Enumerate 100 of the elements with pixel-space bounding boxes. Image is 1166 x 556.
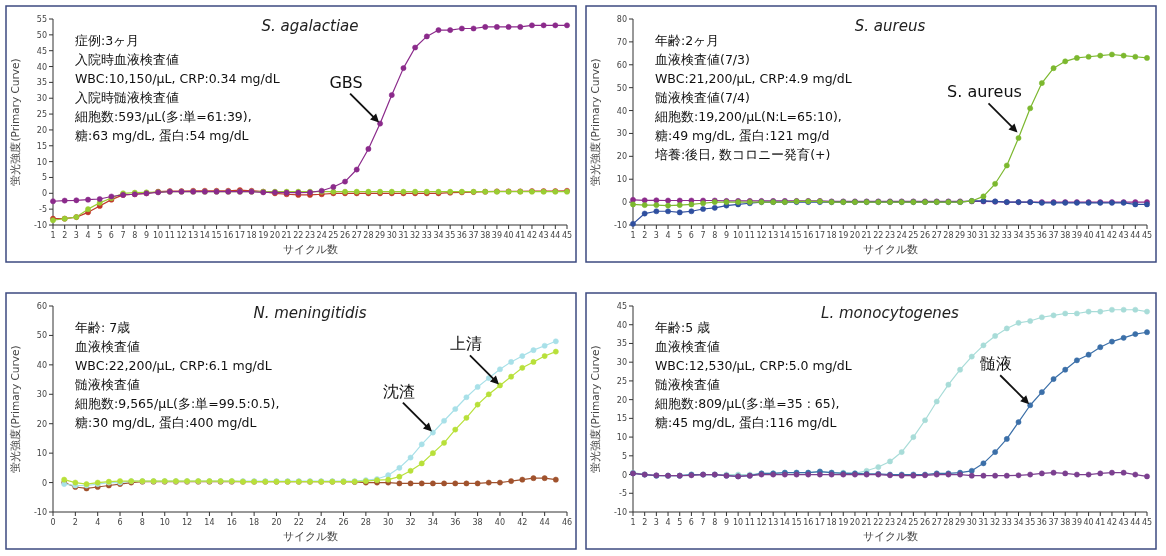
x-tick-label: 42 <box>1106 518 1118 527</box>
x-tick-label: 46 <box>561 518 573 527</box>
y-tick-label: 45 <box>36 46 47 56</box>
x-tick-label: 41 <box>1095 518 1106 527</box>
x-tick-label: 43 <box>1118 518 1129 527</box>
x-tick-label: 18 <box>826 231 837 240</box>
x-tick-label: 16 <box>223 231 234 240</box>
x-tick-label: 31 <box>398 231 409 240</box>
x-tick-label: 7 <box>700 231 706 240</box>
y-tick-label: 40 <box>36 62 47 72</box>
annotation: 細胞数:809/μL(多:単=35 : 65), <box>654 396 840 411</box>
annotation: 沈渣 <box>382 381 415 401</box>
y-tick-label: 70 <box>616 37 627 47</box>
x-tick-label: 39 <box>491 231 502 240</box>
x-tick-label: 26 <box>339 231 351 240</box>
x-tick-label: 32 <box>410 231 421 240</box>
x-tick-label: 14 <box>199 231 210 240</box>
x-tick-label: 10 <box>733 518 744 527</box>
annotation: S. aureus <box>947 82 1022 102</box>
x-tick-label: 21 <box>861 231 872 240</box>
x-tick-label: 39 <box>1071 231 1082 240</box>
x-tick-label: 13 <box>768 518 779 527</box>
chart-title: L. monocytogenes <box>821 304 960 322</box>
x-tick-label: 42 <box>1106 231 1118 240</box>
x-tick-label: 30 <box>966 518 977 527</box>
y-tick-label: 20 <box>36 125 47 135</box>
x-tick-label: 12 <box>176 231 187 240</box>
x-axis-title: サイクル数 <box>862 530 918 543</box>
x-tick-label: 19 <box>838 231 849 240</box>
annotation: 血液検査値(7/3) <box>655 52 750 67</box>
y-tick-label: 25 <box>36 110 47 120</box>
x-tick-label: 17 <box>814 518 825 527</box>
x-tick-label: 28 <box>943 518 954 527</box>
x-tick-label: 36 <box>456 231 467 240</box>
x-tick-label: 27 <box>931 518 942 527</box>
annotation: 入院時髄液検査値 <box>75 90 179 105</box>
x-tick-label: 5 <box>677 518 683 527</box>
x-tick-label: 11 <box>744 518 755 527</box>
x-tick-label: 35 <box>1025 518 1036 527</box>
x-tick-label: 10 <box>159 518 170 527</box>
x-tick-label: 3 <box>653 518 659 527</box>
x-tick-label: 32 <box>405 518 416 527</box>
x-tick-label: 2 <box>642 518 648 527</box>
x-tick-label: 0 <box>50 518 56 527</box>
x-tick-label: 30 <box>966 231 977 240</box>
x-tick-label: 4 <box>665 231 671 240</box>
x-tick-label: 22 <box>873 231 884 240</box>
x-tick-label: 31 <box>978 231 989 240</box>
y-tick-label: 40 <box>616 320 627 330</box>
x-tick-label: 19 <box>838 518 849 527</box>
x-tick-label: 22 <box>293 518 304 527</box>
y-tick-label: 30 <box>36 390 47 400</box>
annotation: 糖:63 mg/dL, 蛋白:54 mg/dL <box>75 128 249 143</box>
x-tick-label: 8 <box>132 231 138 240</box>
y-tick-label: 10 <box>36 449 47 459</box>
x-tick-label: 4 <box>95 518 101 527</box>
y-tick-label: 0 <box>621 470 627 480</box>
y-tick-label: -10 <box>613 508 627 517</box>
y-tick-label: 30 <box>616 129 627 139</box>
y-tick-label: 60 <box>616 60 627 70</box>
x-tick-label: 18 <box>826 518 837 527</box>
x-axis-title: サイクル数 <box>282 530 338 543</box>
x-tick-label: 7 <box>120 231 126 240</box>
x-tick-label: 26 <box>919 518 931 527</box>
x-tick-label: 45 <box>1141 231 1153 240</box>
x-tick-label: 28 <box>363 231 374 240</box>
y-tick-label: 50 <box>36 30 47 40</box>
y-tick-label: 5 <box>41 173 47 183</box>
y-tick-label: 50 <box>616 83 627 93</box>
x-tick-label: 44 <box>550 231 561 240</box>
y-tick-label: 25 <box>616 376 627 386</box>
x-tick-label: 16 <box>226 518 237 527</box>
x-tick-label: 23 <box>304 231 316 240</box>
x-tick-label: 27 <box>351 231 362 240</box>
x-tick-label: 24 <box>896 518 907 527</box>
x-tick-label: 26 <box>338 518 349 527</box>
x-tick-label: 40 <box>1083 518 1094 527</box>
x-tick-label: 2 <box>62 231 68 240</box>
x-tick-label: 45 <box>561 231 573 240</box>
y-tick-label: 60 <box>36 302 47 311</box>
x-tick-label: 32 <box>990 231 1001 240</box>
x-tick-label: 21 <box>861 518 872 527</box>
y-tick-label: -10 <box>33 221 47 230</box>
x-tick-label: 20 <box>271 518 282 527</box>
x-tick-label: 10 <box>153 231 164 240</box>
y-axis-title: 蛍光強度(Primary Curve) <box>9 345 21 473</box>
x-tick-label: 17 <box>234 231 245 240</box>
annotation: 髄液検査値 <box>655 377 720 392</box>
x-tick-label: 17 <box>814 231 825 240</box>
annotation: WBC:10,150/μL, CRP:0.34 mg/dL <box>75 71 280 86</box>
y-tick-label: 30 <box>616 358 627 368</box>
x-tick-label: 4 <box>665 518 671 527</box>
annotation: 症例:3ヶ月 <box>75 33 140 48</box>
chart-title: S. aureus <box>854 17 926 35</box>
x-tick-label: 9 <box>143 231 149 240</box>
x-tick-label: 28 <box>360 518 371 527</box>
y-tick-label: 0 <box>41 189 47 199</box>
y-axis-title: 蛍光強度(Primary Curve) <box>589 345 601 473</box>
annotation: 血液検査値 <box>655 339 720 354</box>
x-axis-title: サイクル数 <box>862 243 918 256</box>
